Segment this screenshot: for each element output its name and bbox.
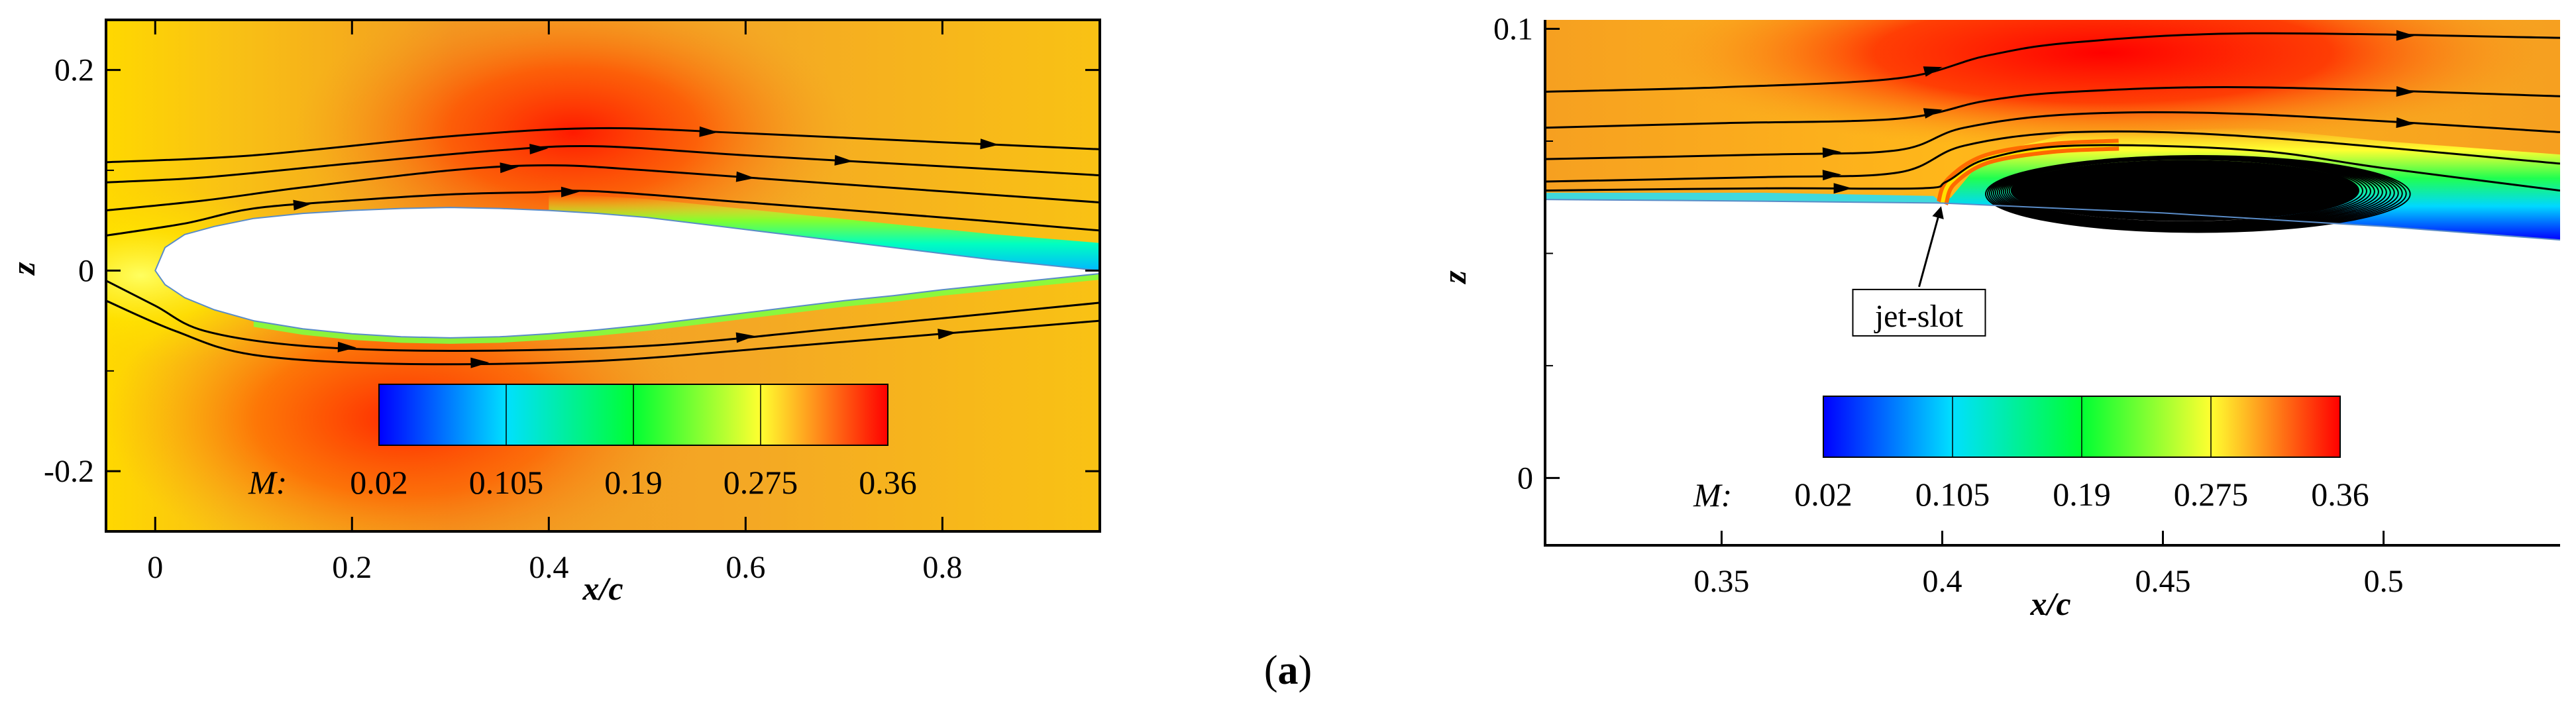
colorbar-tick-label: 0.105 [469,464,544,501]
colorbar-tick-label: 0.275 [724,464,798,501]
streamline-arrow [2396,85,2415,97]
streamline-arrow [735,332,755,343]
surface-line [1545,199,2560,241]
streamline [106,280,1100,352]
x-tick-label: 0.45 [2135,564,2191,599]
streamline [1545,32,2560,93]
streamline-arrow [470,357,490,368]
caption-close: ) [1299,648,1313,693]
panel-left-contour: 0 0.2 0.4 0.6 0.8 -0.2 0 0.2 x/c z 0.02 0.105 0.1… [5,19,1101,607]
streamline [106,144,1100,184]
forward-boundary-layer [1545,192,1943,203]
streamline [106,189,1100,237]
caption-letter: a [1278,648,1299,693]
streamline-arrow [561,186,580,197]
colorbar: 0.02 0.105 0.19 0.275 0.36 M: [1693,396,2369,514]
streamline-arrow [735,171,755,182]
streamlines [106,126,1100,368]
colorbar-tick-label: 0.36 [2311,476,2369,513]
colorbar-tick-label: 0.02 [350,464,408,501]
colorbar-ticks: 0.02 0.105 0.19 0.275 0.36 [350,384,917,501]
streamline-arrow [500,162,519,174]
streamline [106,299,1100,366]
streamline [106,164,1100,212]
x-tick-label: 0 [147,550,163,585]
colorbar-variable: M: [248,464,287,501]
figure-caption: (a) [1264,648,1312,693]
caption-open: ( [1264,648,1278,693]
y-tick-label: 0.2 [54,53,94,88]
annotation-text: jet-slot [1874,299,1964,334]
jet-slot-annotation: jet-slot [1852,206,1986,337]
y-tick-label: 0 [78,253,94,288]
colorbar-tick-label: 0.105 [1915,476,1990,513]
annotation-arrow [1918,206,1944,288]
x-tick-label: 0.8 [922,550,962,585]
colorbar-ticks: 0.02 0.105 0.19 0.275 0.36 [1794,396,2369,513]
streamline-arrow [1923,66,1943,77]
panel-right-contour: 0.35 0.4 0.45 0.500.1 x/c z 0.02 0.105 0.19 0.… [1436,12,2560,622]
vortex-core [2011,160,2359,221]
upper-boundary-layer-band [549,193,1100,271]
streamline-arrow [1822,147,1841,158]
lower-boundary-layer-band [253,274,1100,344]
vortex-ring [1984,155,2411,233]
y-tick-label: -0.2 [44,454,94,489]
streamline-arrow [938,329,957,340]
plot-frame [105,19,1101,533]
axis-ticks: 0.35 0.4 0.45 0.5 0 0.1 [1493,12,2404,599]
colorbar: 0.02 0.105 0.19 0.275 0.36 M: [248,384,917,501]
x-axis-label: x/c [2029,585,2070,622]
streamline-arrow [529,143,549,154]
y-tick-label: 0 [1517,460,1533,496]
streamline-arrow [1923,108,1943,119]
x-axis-label: x/c [582,570,623,607]
plot-frame [1544,20,2560,547]
streamline-arrow [834,154,853,166]
streamline-arrow [293,199,312,211]
streamline-arrow [2396,117,2415,129]
streamline-arrow [980,138,999,150]
x-tick-label: 0.2 [332,550,372,585]
colorbar-tick-label: 0.19 [2053,476,2111,513]
streamline [1545,130,2560,183]
streamline-arrow [1833,183,1852,194]
colorbar-tick-label: 0.19 [604,464,663,501]
x-tick-label: 0.5 [2364,564,2404,599]
streamline-arrow [1822,170,1841,181]
x-tick-label: 0.4 [529,550,568,585]
colorbar-tick-label: 0.275 [2174,476,2249,513]
annotation-box [1852,288,1986,337]
x-tick-label: 0.4 [1922,564,1962,599]
y-tick-label: 0.1 [1493,12,1533,47]
colorbar-tick-label: 0.02 [1794,476,1852,513]
x-tick-label: 0.6 [725,550,765,585]
streamline [106,127,1100,164]
colorbar-tick-label: 0.36 [859,464,917,501]
axis-ticks: 0 0.2 0.4 0.6 0.8 -0.2 0 0.2 [44,20,1100,585]
streamline [1545,144,2560,192]
streamline-arrow [337,341,356,352]
streamlines [1545,30,2560,241]
y-axis-label: z [1436,270,1473,285]
separation-vortex [1984,155,2411,233]
airfoil-shape [154,207,1100,339]
streamline [1545,111,2560,160]
x-tick-label: 0.35 [1693,564,1749,599]
streamline-arrow [699,126,718,137]
streamline-arrow [2396,30,2415,41]
streamline [1545,86,2560,129]
colorbar-variable: M: [1693,476,1732,514]
y-axis-label: z [5,262,42,276]
